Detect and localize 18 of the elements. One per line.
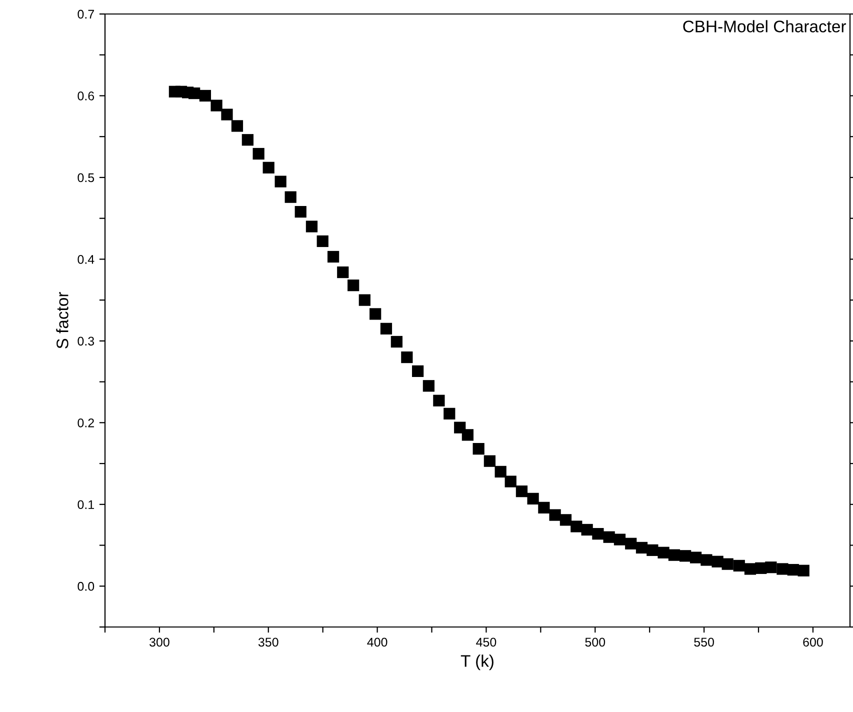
y-axis-title: S factor bbox=[56, 292, 68, 348]
annotation: CBH-Model Character bbox=[683, 20, 846, 32]
x-tick-label: 350 bbox=[258, 638, 278, 647]
y-tick-label: 0.4 bbox=[78, 255, 94, 264]
y-tick-label: 0.6 bbox=[78, 92, 94, 100]
x-tick-label: 450 bbox=[476, 638, 496, 647]
y-tick-label: 0.2 bbox=[78, 418, 94, 428]
x-tick-label: 600 bbox=[803, 638, 823, 647]
x-tick-label: 500 bbox=[585, 638, 606, 647]
y-tick-label: 0.7 bbox=[78, 10, 94, 19]
x-tick-label: 400 bbox=[367, 638, 388, 647]
x-axis-title: T (k) bbox=[460, 654, 494, 670]
y-tick-label: 0.5 bbox=[78, 173, 94, 182]
y-tick-label: 0.1 bbox=[78, 500, 94, 510]
y-tick-label: 0.0 bbox=[78, 582, 94, 591]
y-tick-label: 0.3 bbox=[78, 336, 94, 346]
x-tick-label: 550 bbox=[694, 638, 714, 647]
x-tick-label: 300 bbox=[150, 638, 170, 647]
